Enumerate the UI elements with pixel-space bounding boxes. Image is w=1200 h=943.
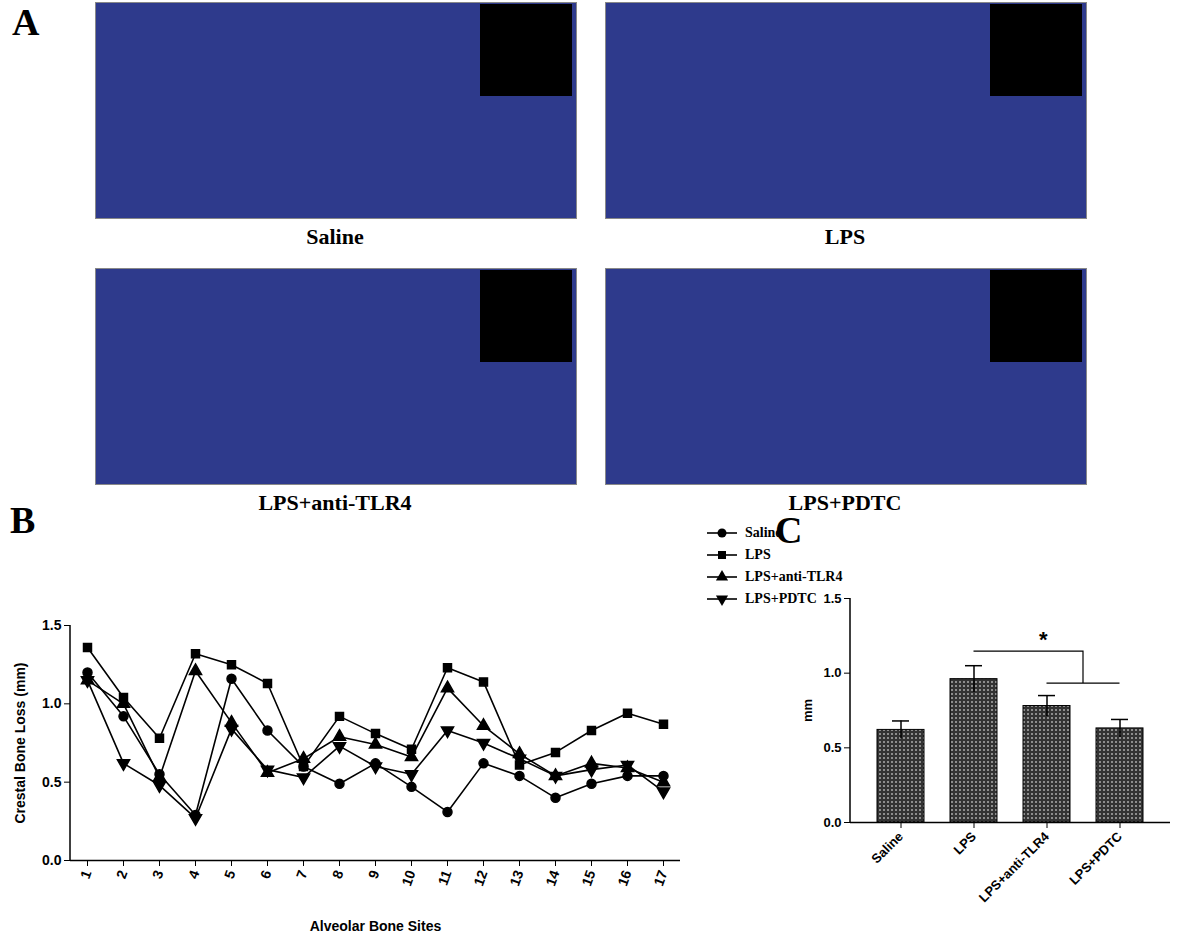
- svg-text:1.5: 1.5: [42, 617, 62, 633]
- html-text:LPS: LPS: [745, 547, 771, 562]
- svg-text:2: 2: [113, 868, 131, 881]
- html-text:C: C: [775, 509, 803, 551]
- html-text:LPS+PDTC: LPS+PDTC: [745, 591, 817, 606]
- svg-text:Saline: Saline: [868, 829, 906, 867]
- svg-text:10: 10: [398, 868, 418, 888]
- svg-text:*: *: [1039, 627, 1048, 652]
- svg-text:0.5: 0.5: [42, 774, 62, 790]
- html-text:LPS+anti-TLR4: LPS+anti-TLR4: [745, 569, 843, 584]
- svg-text:1.0: 1.0: [42, 695, 62, 711]
- svg-text:11: 11: [434, 868, 454, 888]
- svg-text:12: 12: [470, 868, 490, 888]
- svg-text:13: 13: [506, 868, 526, 888]
- html-text:Saline: Saline: [306, 224, 364, 249]
- svg-text:1: 1: [77, 868, 95, 881]
- svg-text:8: 8: [329, 868, 347, 881]
- svg-text:Crestal Bone Loss (mm): Crestal Bone Loss (mm): [12, 662, 28, 823]
- svg-text:6: 6: [257, 868, 275, 881]
- svg-text:0.0: 0.0: [42, 852, 62, 868]
- svg-text:0.0: 0.0: [823, 815, 841, 830]
- svg-text:7: 7: [293, 868, 311, 881]
- svg-text:17: 17: [650, 868, 670, 888]
- svg-text:0.5: 0.5: [823, 740, 841, 755]
- svg-text:LPS+PDTC: LPS+PDTC: [1066, 828, 1125, 887]
- svg-text:LPS: LPS: [951, 829, 980, 858]
- svg-text:1.0: 1.0: [823, 665, 841, 680]
- html-text:LPS: LPS: [824, 224, 866, 249]
- svg-text:16: 16: [614, 868, 634, 888]
- svg-text:9: 9: [365, 868, 383, 881]
- html-text:Saline: Saline: [745, 525, 782, 540]
- html-text:A: A: [12, 1, 40, 43]
- html-text:LPS+anti-TLR4: LPS+anti-TLR4: [258, 490, 412, 515]
- svg-text:LPS+anti-TLR4: LPS+anti-TLR4: [976, 828, 1053, 905]
- svg-text:1.5: 1.5: [823, 591, 841, 606]
- html-text:B: B: [10, 499, 36, 541]
- svg-text:15: 15: [578, 868, 598, 888]
- svg-text:mm: mm: [800, 699, 815, 722]
- svg-text:14: 14: [542, 868, 562, 888]
- html-text:LPS+PDTC: LPS+PDTC: [788, 490, 902, 515]
- svg-text:3: 3: [149, 868, 167, 881]
- svg-text:4: 4: [185, 868, 203, 881]
- svg-text:Alveolar Bone Sites: Alveolar Bone Sites: [310, 918, 442, 934]
- svg-text:5: 5: [221, 868, 239, 881]
